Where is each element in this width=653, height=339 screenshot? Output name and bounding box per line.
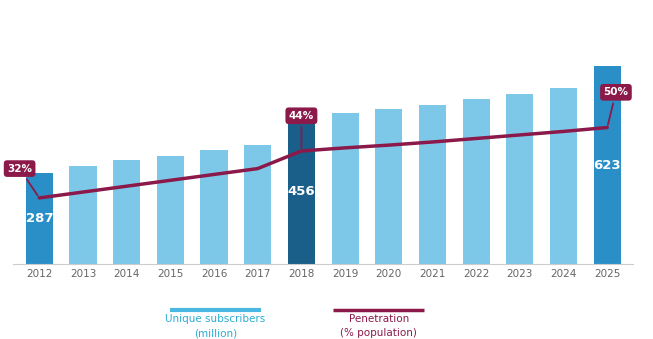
Text: 50%: 50% [603,87,628,125]
Bar [25,173,53,264]
Text: 44%: 44% [289,111,314,148]
Bar [419,104,446,264]
Bar [594,66,621,264]
Bar [244,145,271,264]
Bar [157,156,184,264]
Bar [69,166,97,264]
Text: 287: 287 [25,212,53,225]
Bar [200,150,227,264]
Bar [375,109,402,264]
Bar [550,88,577,264]
Bar [506,94,534,264]
Bar [113,160,140,264]
Text: 456: 456 [287,185,315,198]
Bar [462,99,490,264]
Bar [332,113,358,264]
Bar [288,120,315,264]
Text: 623: 623 [594,159,621,172]
Text: Penetration
(% population): Penetration (% population) [340,314,417,338]
Text: 32%: 32% [7,164,38,196]
Text: Unique subscribers
(million): Unique subscribers (million) [165,314,266,338]
